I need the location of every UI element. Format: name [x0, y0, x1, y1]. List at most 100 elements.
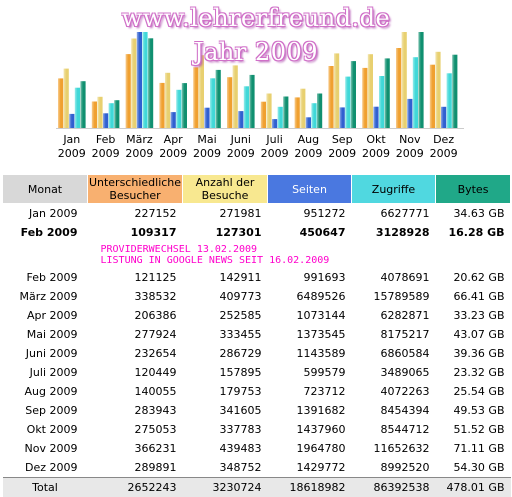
x-tick-label-year: 2009 — [294, 147, 322, 160]
header-hits: Zugriffe — [352, 175, 436, 204]
header-bytes: Bytes — [436, 175, 511, 204]
x-tick-label-year: 2009 — [396, 147, 424, 160]
bar-seiten-0 — [69, 114, 74, 128]
cell-hits: 4072263 — [352, 382, 436, 401]
cell-hits: 8454394 — [352, 401, 436, 420]
cell-month: März 2009 — [3, 287, 88, 306]
bar-unterschiedliche-besucher-0 — [58, 78, 63, 128]
header-unique-visitors: Unterschiedliche Besucher — [88, 175, 183, 204]
cell-bytes: 39.36 GB — [436, 344, 511, 363]
cell-pages: 1373545 — [268, 325, 352, 344]
cell-unique-visitors: 338532 — [88, 287, 183, 306]
cell-unique-visitors: 2652243 — [88, 478, 183, 497]
cell-bytes: 34.63 GB — [436, 204, 511, 224]
bar-seiten-3 — [171, 112, 176, 128]
bar-bytes-8 — [351, 61, 356, 128]
cell-hits: 4078691 — [352, 268, 436, 287]
x-tick-label-month: Juli — [265, 133, 282, 146]
cell-month: Sep 2009 — [3, 401, 88, 420]
bar-anzahl-der-besuche-2 — [131, 39, 136, 129]
cell-bytes: 66.41 GB — [436, 287, 511, 306]
bar-bytes-5 — [249, 75, 254, 128]
bar-anzahl-der-besuche-11 — [435, 52, 440, 128]
bar-zugriffe-4 — [210, 78, 215, 128]
bar-zugriffe-11 — [447, 73, 452, 128]
bar-anzahl-der-besuche-10 — [402, 32, 407, 128]
x-tick-label-year: 2009 — [125, 147, 153, 160]
cell-unique-visitors: 206386 — [88, 306, 183, 325]
cell-month: Okt 2009 — [3, 420, 88, 439]
note-line: PROVIDERWECHSEL 13.02.2009 — [101, 244, 511, 255]
bar-anzahl-der-besuche-3 — [165, 73, 170, 128]
cell-bytes: 51.52 GB — [436, 420, 511, 439]
bar-unterschiedliche-besucher-3 — [159, 83, 164, 128]
x-tick-label-month: Mai — [197, 133, 216, 146]
bar-seiten-6 — [272, 119, 277, 128]
bar-anzahl-der-besuche-6 — [266, 94, 271, 129]
x-tick-label-year: 2009 — [261, 147, 289, 160]
bar-seiten-1 — [103, 113, 108, 128]
bar-seiten-11 — [441, 107, 446, 128]
bar-zugriffe-9 — [379, 76, 384, 128]
cell-bytes: 478.01 GB — [436, 478, 511, 497]
cell-unique-visitors: 121125 — [88, 268, 183, 287]
cell-month: Dez 2009 — [3, 458, 88, 478]
x-tick-label-month: März — [126, 133, 153, 146]
bar-seiten-2 — [137, 32, 142, 128]
cell-bytes: 25.54 GB — [436, 382, 511, 401]
cell-visits: 341605 — [183, 401, 268, 420]
header-month: Monat — [3, 175, 88, 204]
bar-zugriffe-3 — [176, 90, 181, 128]
cell-pages: 1429772 — [268, 458, 352, 478]
cell-bytes: 20.62 GB — [436, 268, 511, 287]
cell-hits: 86392538 — [352, 478, 436, 497]
bar-bytes-2 — [148, 38, 153, 128]
x-tick-label-year: 2009 — [362, 147, 390, 160]
bar-unterschiedliche-besucher-2 — [126, 54, 131, 128]
cell-bytes: 16.28 GB — [436, 223, 511, 242]
cell-visits: 286729 — [183, 344, 268, 363]
x-tick-label-year: 2009 — [193, 147, 221, 160]
cell-visits: 333455 — [183, 325, 268, 344]
x-tick-label-year: 2009 — [159, 147, 187, 160]
bar-unterschiedliche-besucher-6 — [261, 102, 266, 128]
x-tick-label-month: Sep — [332, 133, 353, 146]
chart-plot: Jan2009Feb2009März2009Apr2009Mai2009Juni… — [0, 0, 512, 172]
cell-hits: 8544712 — [352, 420, 436, 439]
bar-anzahl-der-besuche-1 — [97, 97, 102, 128]
cell-month: Juni 2009 — [3, 344, 88, 363]
bar-unterschiedliche-besucher-9 — [362, 68, 367, 128]
bar-anzahl-der-besuche-8 — [334, 53, 339, 128]
cell-unique-visitors: 275053 — [88, 420, 183, 439]
x-tick-label-month: Apr — [164, 133, 184, 146]
header-pages: Seiten — [268, 175, 352, 204]
bar-anzahl-der-besuche-4 — [199, 55, 204, 128]
bar-unterschiedliche-besucher-4 — [193, 67, 198, 128]
x-tick-label-month: Nov — [399, 133, 421, 146]
cell-pages: 1964780 — [268, 439, 352, 458]
cell-visits: 3230724 — [183, 478, 268, 497]
cell-visits: 157895 — [183, 363, 268, 382]
cell-bytes: 49.53 GB — [436, 401, 511, 420]
cell-bytes: 43.07 GB — [436, 325, 511, 344]
bar-bytes-7 — [317, 94, 322, 129]
cell-pages: 1391682 — [268, 401, 352, 420]
cell-hits: 6282871 — [352, 306, 436, 325]
cell-visits: 439483 — [183, 439, 268, 458]
cell-pages: 450647 — [268, 223, 352, 242]
cell-visits: 337783 — [183, 420, 268, 439]
cell-month: Feb 2009 — [3, 268, 88, 287]
cell-visits: 271981 — [183, 204, 268, 224]
cell-hits: 3128928 — [352, 223, 436, 242]
cell-month: Mai 2009 — [3, 325, 88, 344]
